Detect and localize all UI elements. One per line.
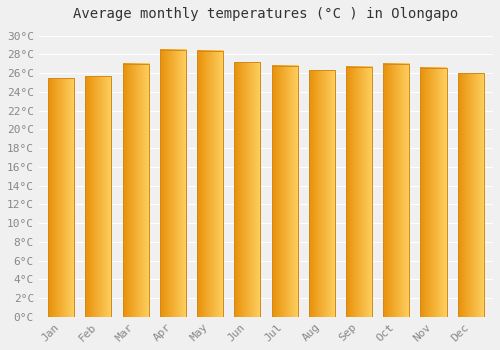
- Bar: [346, 66, 372, 317]
- Bar: [272, 66, 297, 317]
- Bar: [420, 68, 446, 317]
- Bar: [234, 62, 260, 317]
- Title: Average monthly temperatures (°C ) in Olongapo: Average monthly temperatures (°C ) in Ol…: [74, 7, 458, 21]
- Bar: [160, 50, 186, 317]
- Bar: [122, 64, 148, 317]
- Bar: [197, 51, 223, 317]
- Bar: [458, 73, 483, 317]
- Bar: [48, 78, 74, 317]
- Bar: [86, 76, 112, 317]
- Bar: [308, 70, 335, 317]
- Bar: [383, 64, 409, 317]
